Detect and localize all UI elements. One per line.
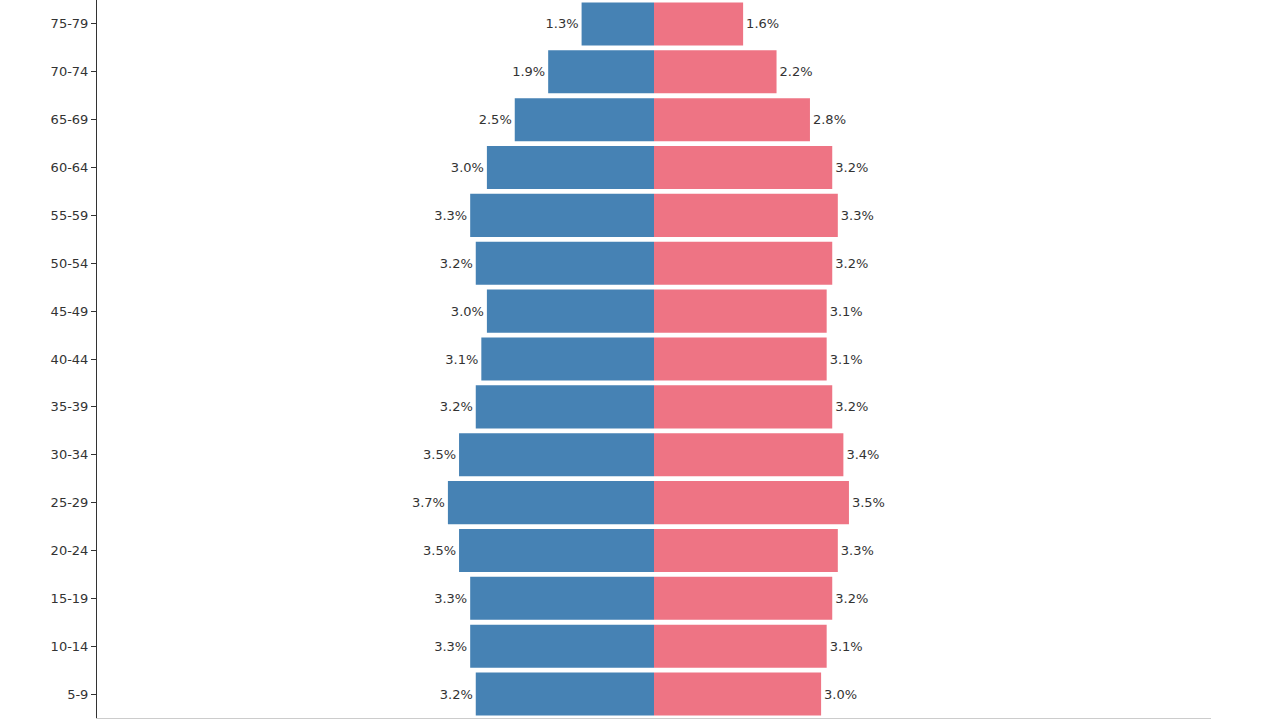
svg-text:3.0%: 3.0% [451,304,484,319]
svg-text:3.2%: 3.2% [835,256,868,271]
svg-text:15-19: 15-19 [51,591,89,606]
svg-text:3.2%: 3.2% [835,160,868,175]
svg-text:1.9%: 1.9% [512,64,545,79]
svg-text:3.2%: 3.2% [835,399,868,414]
svg-text:3.2%: 3.2% [440,399,473,414]
svg-text:3.0%: 3.0% [451,160,484,175]
svg-text:20-24: 20-24 [51,543,89,558]
svg-text:3.3%: 3.3% [841,208,874,223]
svg-text:3.3%: 3.3% [841,543,874,558]
svg-text:55-59: 55-59 [51,208,89,223]
svg-text:40-44: 40-44 [51,352,89,367]
svg-text:3.1%: 3.1% [830,352,863,367]
svg-text:60-64: 60-64 [51,160,89,175]
svg-text:45-49: 45-49 [51,304,89,319]
svg-text:10-14: 10-14 [51,639,89,654]
svg-text:30-34: 30-34 [51,447,89,462]
svg-text:1.6%: 1.6% [746,16,779,31]
svg-text:3.5%: 3.5% [423,447,456,462]
svg-text:2.8%: 2.8% [813,112,846,127]
svg-text:3.5%: 3.5% [423,543,456,558]
svg-text:2.5%: 2.5% [479,112,512,127]
svg-text:3.0%: 3.0% [824,687,857,702]
svg-text:25-29: 25-29 [51,495,89,510]
svg-text:3.3%: 3.3% [434,208,467,223]
svg-text:3.2%: 3.2% [835,591,868,606]
svg-text:35-39: 35-39 [51,399,89,414]
svg-text:3.1%: 3.1% [830,639,863,654]
svg-text:3.1%: 3.1% [445,352,478,367]
svg-text:5-9: 5-9 [67,687,88,702]
svg-text:1.3%: 1.3% [546,16,579,31]
svg-text:2.2%: 2.2% [780,64,813,79]
svg-text:3.3%: 3.3% [434,639,467,654]
svg-text:3.7%: 3.7% [412,495,445,510]
svg-text:3.2%: 3.2% [440,687,473,702]
svg-text:3.2%: 3.2% [440,256,473,271]
svg-text:65-69: 65-69 [51,112,89,127]
svg-text:75-79: 75-79 [51,16,89,31]
svg-text:3.4%: 3.4% [846,447,879,462]
svg-text:50-54: 50-54 [51,256,89,271]
svg-text:3.1%: 3.1% [830,304,863,319]
svg-text:3.5%: 3.5% [852,495,885,510]
svg-text:3.3%: 3.3% [434,591,467,606]
svg-text:70-74: 70-74 [51,64,89,79]
